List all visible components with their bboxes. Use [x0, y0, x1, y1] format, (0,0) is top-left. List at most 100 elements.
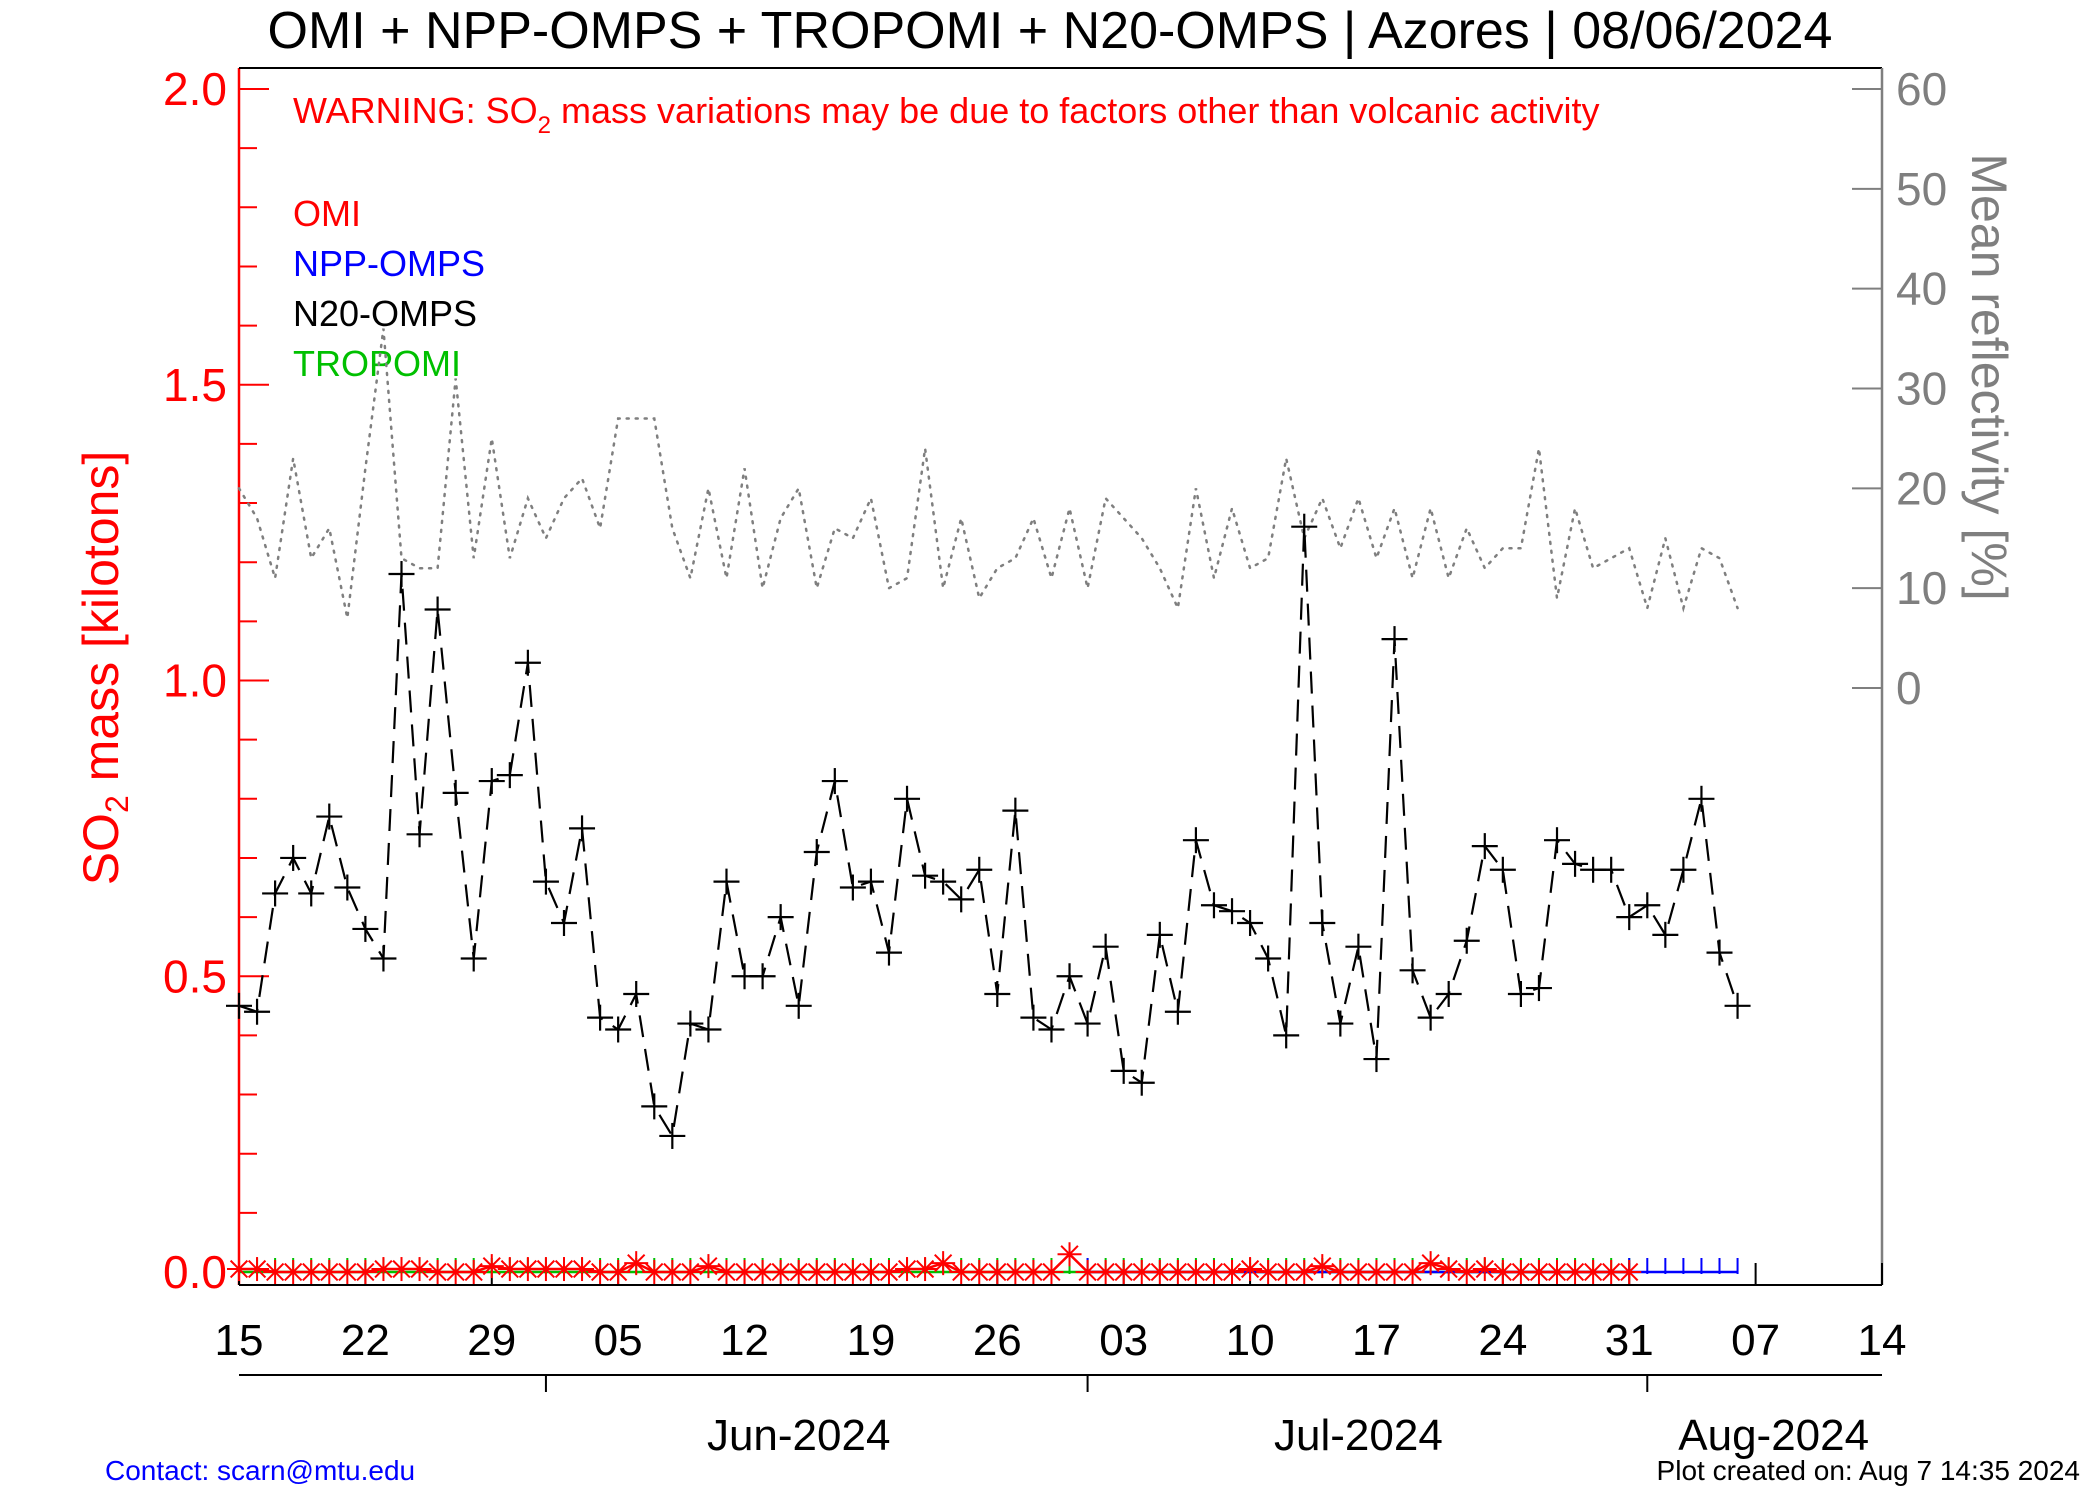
- n20-omps-point: [460, 945, 487, 972]
- omi-star-stroke: [988, 1262, 1007, 1282]
- omi-star-stroke: [1547, 1262, 1567, 1282]
- omi-point: [588, 1260, 613, 1284]
- omi-star-stroke: [735, 1262, 754, 1282]
- omi-point: [1418, 1251, 1443, 1276]
- omi-star-stroke: [681, 1262, 700, 1282]
- omi-point: [1364, 1260, 1389, 1284]
- n20-omps-point: [821, 768, 848, 795]
- n20-omps-point: [1146, 921, 1173, 948]
- n20-omps-point: [1562, 850, 1589, 877]
- omi-star-stroke: [1421, 1254, 1440, 1273]
- omi-star-stroke: [1620, 1262, 1639, 1282]
- x-tick-label: 22: [341, 1316, 390, 1365]
- omi-point: [1310, 1254, 1335, 1279]
- omi-point: [1490, 1260, 1515, 1284]
- x-ticks: 15 22 29 05 12 19 26 03 10 17 24 31 07 14: [215, 1263, 1906, 1365]
- n20-omps-point: [1273, 1022, 1300, 1049]
- y-right-axis-label: Mean reflectivity [%]: [1961, 153, 2017, 600]
- x-tick-label: 12: [720, 1316, 769, 1365]
- y-right-tick-label: 50: [1896, 163, 1947, 215]
- n20-omps-point: [1291, 513, 1318, 540]
- omi-star-stroke: [645, 1262, 664, 1282]
- omi-star-stroke: [1024, 1262, 1043, 1282]
- n20-omps-point: [785, 992, 812, 1019]
- omi-star-stroke: [897, 1259, 917, 1279]
- omi-star-stroke: [284, 1262, 303, 1282]
- omi-star-stroke: [1331, 1262, 1350, 1282]
- omi-star-stroke: [464, 1262, 483, 1282]
- omi-star-stroke: [1222, 1262, 1242, 1282]
- omi-point: [1238, 1257, 1263, 1282]
- omi-star-stroke: [482, 1256, 501, 1276]
- n20-omps-point: [1327, 1010, 1354, 1037]
- y-right-tick-label: 0: [1896, 662, 1922, 714]
- n20-omps-point: [1598, 856, 1625, 883]
- legend-omi: OMI: [293, 193, 361, 234]
- omi-star-stroke: [717, 1262, 736, 1282]
- n20-omps-point: [370, 945, 397, 972]
- omi-star-stroke: [1132, 1262, 1151, 1282]
- omi-star-stroke: [229, 1259, 249, 1279]
- n20-omps-point: [1706, 939, 1733, 966]
- month-label: Jun-2024: [707, 1411, 890, 1460]
- omi-star-stroke: [572, 1259, 592, 1279]
- omi-point: [768, 1260, 793, 1284]
- x-tick-label: 17: [1352, 1316, 1401, 1365]
- n20-omps-point: [912, 862, 939, 889]
- x-tick-label: 19: [846, 1316, 895, 1365]
- y-right-tick-label: 30: [1896, 362, 1947, 414]
- n20-omps-point: [244, 998, 271, 1025]
- omi-point: [1183, 1260, 1208, 1284]
- n20-omps-point: [839, 874, 866, 901]
- y-left-tick-label: 1.5: [163, 359, 227, 411]
- n20-omps-point: [1164, 998, 1191, 1025]
- omi-star-stroke: [1403, 1262, 1422, 1282]
- omi-point: [750, 1260, 775, 1284]
- y-right-tick-label: 60: [1896, 63, 1947, 115]
- omi-point: [317, 1260, 342, 1284]
- n20-omps-point: [677, 1010, 704, 1037]
- n20-omps-point: [406, 821, 433, 848]
- n20-omps-point: [1182, 827, 1209, 854]
- n20-omps-point: [1435, 980, 1462, 1007]
- n20-omps-point: [1453, 927, 1480, 954]
- x-tick-label: 03: [1099, 1316, 1148, 1365]
- n20-omps-point: [1056, 963, 1083, 990]
- x-tick-label: 24: [1478, 1316, 1527, 1365]
- omi-star-stroke: [699, 1256, 718, 1276]
- n20-omps-point: [1544, 827, 1571, 854]
- n20-omps-point: [1255, 945, 1282, 972]
- omi-point: [1220, 1260, 1245, 1284]
- legend-n20-omps: N20-OMPS: [293, 293, 477, 334]
- n20-omps-point: [623, 980, 650, 1007]
- omi-point: [678, 1260, 703, 1284]
- n20-omps-point: [1688, 785, 1715, 812]
- n20-omps-point: [442, 779, 469, 806]
- omi-star-stroke: [1313, 1256, 1332, 1276]
- y-left-tick-label: 1.0: [163, 655, 227, 707]
- month-label: Jul-2024: [1274, 1411, 1443, 1460]
- omi-point: [1292, 1260, 1317, 1284]
- omi-star-stroke: [1457, 1262, 1476, 1282]
- omi-point: [1454, 1260, 1479, 1284]
- n20-omps-point: [1670, 856, 1697, 883]
- omi-star-stroke: [302, 1262, 321, 1282]
- series-n20-omps: [226, 513, 1751, 1149]
- omi-star-stroke: [879, 1262, 899, 1282]
- omi-point: [624, 1251, 649, 1276]
- omi-point: [606, 1260, 631, 1284]
- omi-point: [913, 1257, 938, 1282]
- n20-omps-point: [388, 561, 415, 588]
- n20-omps-point: [334, 874, 361, 901]
- omi-star-stroke: [934, 1254, 953, 1273]
- n20-omps-point: [1020, 1004, 1047, 1031]
- n20-omps-point: [1724, 992, 1751, 1019]
- reflectivity-line: [237, 328, 1739, 619]
- omi-point: [985, 1260, 1010, 1284]
- n20-omps-point: [298, 880, 325, 907]
- n20-omps-point: [1381, 626, 1408, 653]
- n20-omps-point: [316, 803, 343, 830]
- omi-star-stroke: [1240, 1259, 1260, 1279]
- y-left-ticks: 0.0 0.5 1.0 1.5 2.0: [163, 63, 269, 1298]
- n20-omps-line: [238, 526, 1739, 1140]
